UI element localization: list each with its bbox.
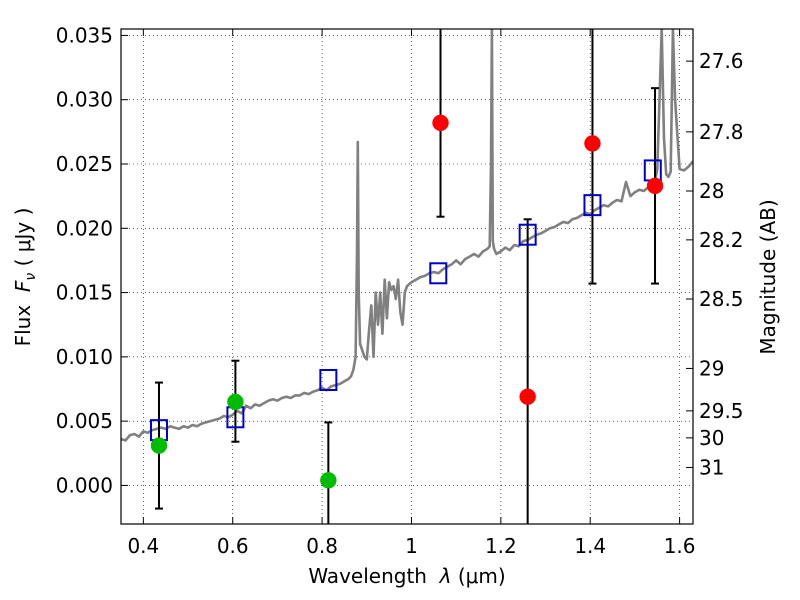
y2-tick-label: 27.8 bbox=[699, 120, 744, 144]
model-photometry-point bbox=[319, 369, 338, 391]
y2-tick-label: 29 bbox=[699, 356, 724, 380]
observed-flux-point bbox=[519, 388, 536, 405]
y2-tick-label: 30 bbox=[699, 426, 724, 450]
y-tick-label: 0.020 bbox=[56, 216, 113, 240]
error-bars bbox=[154, 29, 660, 524]
model-spectrum-line bbox=[121, 29, 693, 442]
observed-flux-point bbox=[320, 472, 337, 489]
y-tick-label: 0.015 bbox=[56, 281, 113, 305]
y-tick-label: 0.025 bbox=[56, 152, 113, 176]
x-axis-label: Wavelength λ (μm) bbox=[308, 564, 505, 588]
x-tick-label: 1 bbox=[405, 534, 418, 558]
y-tick-label: 0.030 bbox=[56, 88, 113, 112]
x-tick-label: 1.2 bbox=[485, 534, 517, 558]
plot-frame bbox=[120, 28, 694, 525]
y2-axis-label: Magnitude (AB) bbox=[756, 199, 780, 354]
x-tick-label: 0.8 bbox=[306, 534, 338, 558]
model-photometry-point bbox=[429, 262, 448, 285]
x-tick-label: 1.4 bbox=[574, 534, 606, 558]
y-axis-label: Flux Fν ( μJy ) bbox=[11, 208, 39, 347]
y2-tick-label: 28.2 bbox=[699, 228, 744, 252]
observed-flux-point bbox=[432, 114, 449, 132]
data-markers bbox=[149, 114, 664, 489]
x-tick-label: 1.6 bbox=[664, 534, 696, 558]
model-photometry-point bbox=[583, 194, 602, 217]
observed-flux-point bbox=[584, 135, 601, 152]
x-tick-label: 0.6 bbox=[217, 534, 249, 558]
y-tick-label: 0.005 bbox=[56, 409, 113, 433]
observed-flux-point bbox=[646, 177, 664, 195]
x-tick-label: 0.4 bbox=[127, 534, 159, 558]
y2-tick-label: 31 bbox=[699, 455, 724, 479]
y-tick-label: 0.035 bbox=[56, 23, 113, 47]
plot-area bbox=[121, 29, 693, 442]
y2-tick-label: 27.6 bbox=[699, 49, 744, 73]
y2-tick-label: 28.5 bbox=[699, 287, 744, 311]
grid bbox=[121, 29, 693, 524]
model-photometry-point bbox=[518, 223, 537, 246]
y2-tick-label: 28 bbox=[699, 179, 724, 203]
observed-flux-point bbox=[150, 437, 168, 454]
observed-flux-point bbox=[227, 393, 244, 411]
y-tick-label: 0.010 bbox=[56, 345, 113, 369]
y2-tick-label: 29.5 bbox=[699, 399, 744, 423]
axis-ticks: 0.4 0.6 0.8 1 1.2 1.4 1.6 0.000 0.005 0.010 0.015 0… bbox=[56, 23, 744, 558]
y-tick-label: 0.000 bbox=[56, 473, 113, 497]
